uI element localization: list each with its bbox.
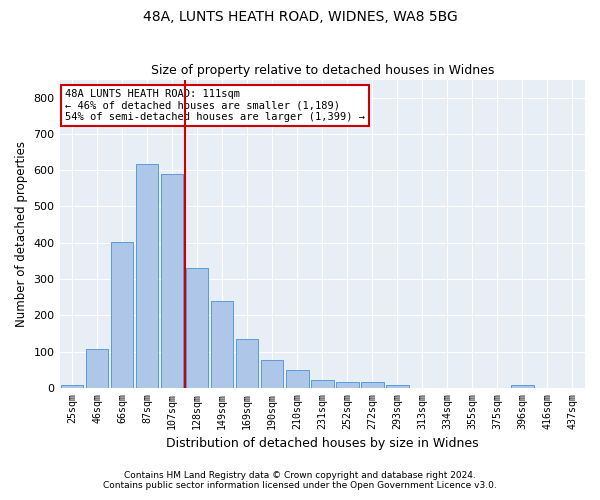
Text: 48A, LUNTS HEATH ROAD, WIDNES, WA8 5BG: 48A, LUNTS HEATH ROAD, WIDNES, WA8 5BG	[143, 10, 457, 24]
Bar	[286, 370, 308, 388]
Title: Size of property relative to detached houses in Widnes: Size of property relative to detached ho…	[151, 64, 494, 77]
Bar	[186, 268, 208, 388]
Bar	[86, 349, 109, 388]
Bar	[311, 380, 334, 388]
Bar	[211, 302, 233, 388]
Bar	[61, 385, 83, 388]
Bar	[161, 174, 184, 388]
Bar	[386, 385, 409, 388]
Y-axis label: Number of detached properties: Number of detached properties	[15, 140, 28, 326]
Bar	[261, 360, 283, 388]
Text: 48A LUNTS HEATH ROAD: 111sqm
← 46% of detached houses are smaller (1,189)
54% of: 48A LUNTS HEATH ROAD: 111sqm ← 46% of de…	[65, 89, 365, 122]
Bar	[511, 385, 534, 388]
Bar	[136, 164, 158, 388]
Bar	[361, 382, 383, 388]
Bar	[336, 382, 359, 388]
Bar	[111, 242, 133, 388]
X-axis label: Distribution of detached houses by size in Widnes: Distribution of detached houses by size …	[166, 437, 479, 450]
Text: Contains HM Land Registry data © Crown copyright and database right 2024.
Contai: Contains HM Land Registry data © Crown c…	[103, 470, 497, 490]
Bar	[236, 339, 259, 388]
